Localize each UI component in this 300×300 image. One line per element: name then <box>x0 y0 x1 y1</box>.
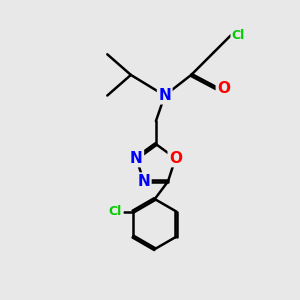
Text: N: N <box>137 174 150 189</box>
Text: Cl: Cl <box>232 29 245 42</box>
Text: O: O <box>169 151 182 166</box>
Text: N: N <box>158 88 171 103</box>
Text: Cl: Cl <box>109 205 122 218</box>
Text: O: O <box>217 81 230 96</box>
Text: N: N <box>130 151 143 166</box>
